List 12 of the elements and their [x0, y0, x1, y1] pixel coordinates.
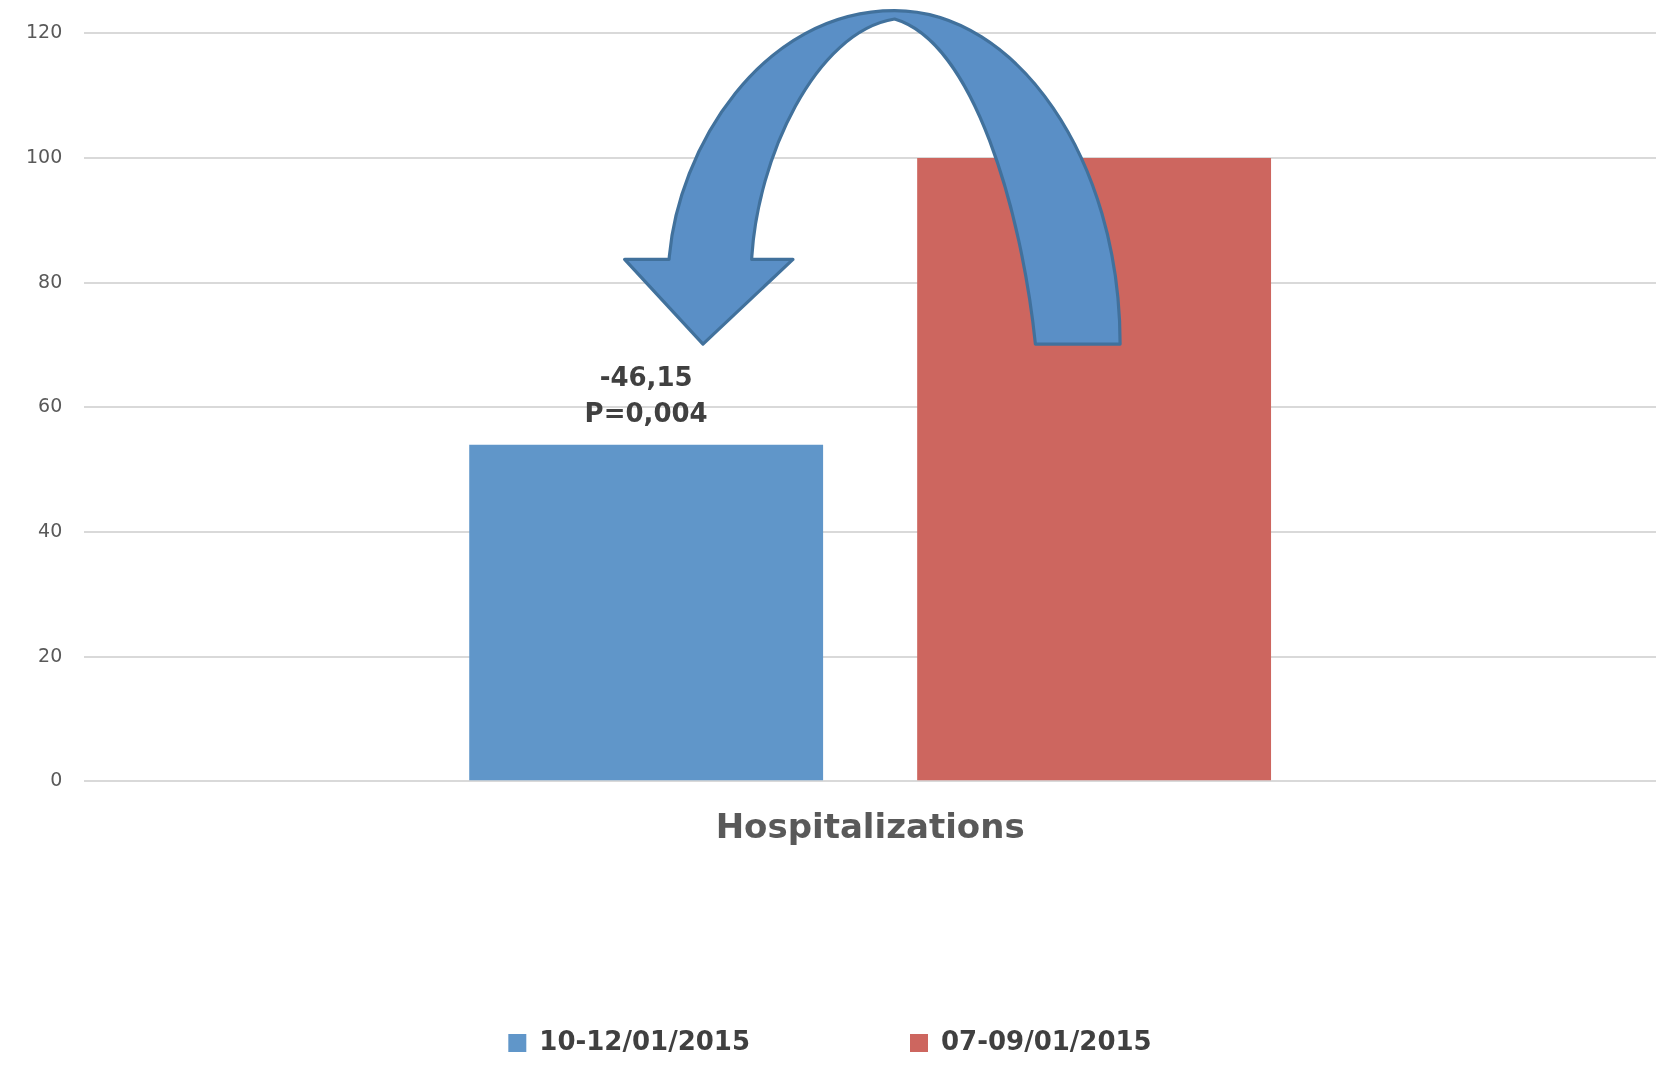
y-tick-label: 20: [38, 643, 63, 666]
annotation: P=0,004: [584, 398, 708, 429]
legend-label: 10-12/01/2015: [539, 1025, 751, 1056]
y-tick-label: 80: [38, 269, 63, 292]
legend-label: 07-09/01/2015: [941, 1025, 1152, 1056]
x-tick-label: Hospitalizations: [715, 806, 1025, 847]
y-tick-label: 40: [38, 518, 63, 541]
annotation: -46,15: [599, 362, 693, 393]
y-tick-label: 100: [26, 144, 63, 167]
y-tick-label: 120: [26, 20, 63, 43]
y-tick-label: 0: [50, 768, 63, 791]
y-tick-label: 60: [38, 394, 63, 417]
